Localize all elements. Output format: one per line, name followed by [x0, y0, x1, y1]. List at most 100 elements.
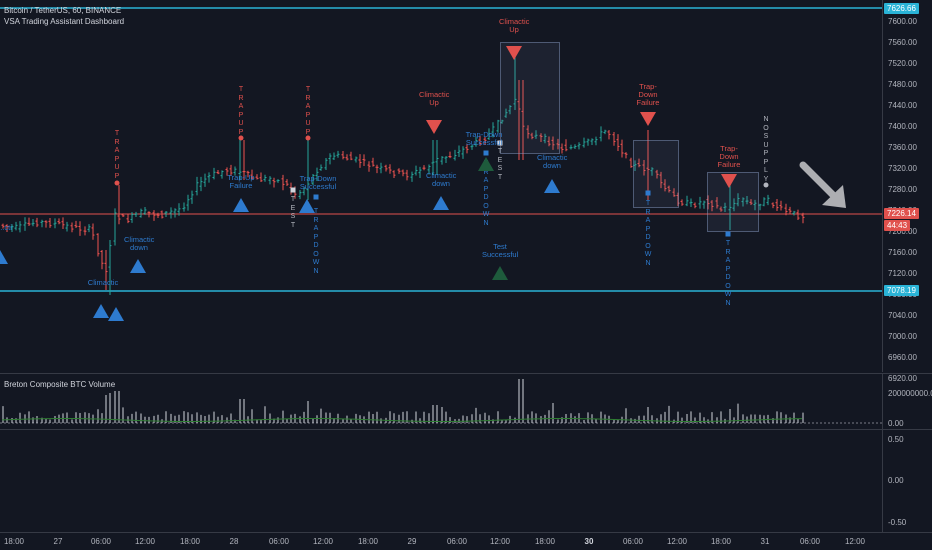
volume-legend[interactable]: Breton Composite BTC Volume: [4, 380, 116, 389]
volume-pane[interactable]: Breton Composite BTC Volume: [0, 374, 882, 429]
time-tick: 12:00: [844, 537, 866, 546]
countdown-tag: 44:43: [884, 220, 911, 231]
trap-down-failure-label: Trap-Down Failure: [636, 82, 660, 107]
time-tick: 18:00: [710, 537, 732, 546]
trap-down-successful-marker: [299, 199, 315, 213]
test-label: TEST: [290, 196, 296, 229]
trap-down-successful-label: Trap-Down Successful: [465, 130, 503, 147]
trap-up-label: TRAPUP: [238, 86, 244, 136]
time-tick: 12:00: [134, 537, 156, 546]
time-tick: 12:00: [312, 537, 334, 546]
climactic-down-marker: [544, 179, 560, 193]
osc-tick: 0.50: [888, 435, 904, 444]
time-tick: 18:00: [357, 537, 379, 546]
signal-box: [633, 140, 679, 208]
price-tick: 7520.00: [888, 59, 917, 68]
price-tick: 7120.00: [888, 269, 917, 278]
price-tick: 6920.00: [888, 374, 917, 383]
climactic-down-label: Climactic down: [426, 171, 457, 188]
climactic-down-label: Climactic down: [537, 153, 568, 170]
time-tick: 18:00: [179, 537, 201, 546]
time-tick: 30: [584, 537, 594, 546]
price-tick: 7280.00: [888, 185, 917, 194]
time-tick: 06:00: [799, 537, 821, 546]
volume-axis[interactable]: 200000000.00 0.00: [882, 374, 932, 429]
test-marker: [497, 140, 503, 146]
volume-histogram: [0, 379, 882, 424]
price-tick: 7360.00: [888, 143, 917, 152]
high-level-tag: 7626.66: [884, 3, 919, 14]
oscillator-pane[interactable]: [0, 430, 882, 532]
trap-down-failure-label: Trap-Down Failure: [717, 144, 741, 169]
no-supply-label: NOSUPPLY: [763, 116, 769, 183]
price-tick: 7200.00: [888, 227, 917, 236]
test-successful-label: Test Successful: [482, 242, 519, 259]
oscillator-axis[interactable]: 0.50 0.00 -0.50: [882, 430, 932, 532]
time-tick: 18:00: [3, 537, 25, 546]
trap-up-label: TRAPUP: [114, 130, 120, 180]
time-tick: 06:00: [268, 537, 290, 546]
test-marker: [290, 187, 296, 193]
trap-up-failure-label: Trap-Up Failure: [227, 173, 255, 190]
trap-down-marker: [313, 194, 319, 200]
trap-down-failure-marker: [721, 174, 737, 188]
time-tick: 06:00: [90, 537, 112, 546]
time-tick: 27: [53, 537, 63, 546]
current-price-tag: 7226.14: [884, 208, 919, 219]
price-tick: 7600.00: [888, 17, 917, 26]
price-tick: 6960.00: [888, 353, 917, 362]
trap-down-marker: [483, 150, 489, 156]
price-tick: 7320.00: [888, 164, 917, 173]
time-tick: 06:00: [622, 537, 644, 546]
price-chart-pane[interactable]: Bitcoin / TetherUS, 60, BINANCE VSA Trad…: [0, 0, 882, 372]
price-tick: 7160.00: [888, 248, 917, 257]
osc-tick: -0.50: [888, 518, 907, 527]
trap-down-label: TRAPDOWN: [312, 208, 320, 275]
volume-tick: 0.00: [888, 419, 904, 428]
climactic-up-marker: [426, 120, 442, 134]
climactic-up-label: Climactic Up: [499, 17, 530, 34]
trap-down-marker: [645, 190, 651, 196]
price-axis[interactable]: 7600.00 7560.00 7520.00 7480.00 7440.00 7400.…: [882, 0, 932, 383]
price-tick: 7000.00: [888, 332, 917, 341]
trap-up-marker: [238, 135, 244, 141]
climactic-down-marker: [433, 196, 449, 210]
low-level-tag: 7078.19: [884, 285, 919, 296]
climactic-up-label: Climactic Up: [419, 90, 450, 107]
climactic-down-marker: [108, 307, 124, 321]
volume-tick: 200000000.00: [888, 389, 932, 398]
direction-arrow: [799, 161, 846, 208]
time-tick: 28: [229, 537, 239, 546]
time-tick: 18:00: [534, 537, 556, 546]
price-tick: 7440.00: [888, 101, 917, 110]
climactic-down-label: Climactic down: [124, 235, 155, 252]
candlestick-series: [0, 7, 882, 295]
climactic-label: Climactic: [87, 278, 119, 287]
pane-separator[interactable]: [0, 429, 932, 430]
trap-up-failure-marker: [233, 198, 249, 212]
test-label: TEST: [497, 148, 503, 181]
time-tick: 29: [407, 537, 417, 546]
osc-tick: 0.00: [888, 476, 904, 485]
trap-up-marker: [114, 180, 120, 186]
time-axis-separator: [0, 532, 932, 533]
trap-up-marker: [305, 135, 311, 141]
indicator-legend[interactable]: VSA Trading Assistant Dashboard: [4, 17, 125, 26]
trap-down-label: TRAPDOWN: [724, 240, 732, 307]
time-tick: 12:00: [489, 537, 511, 546]
pane-separator[interactable]: [0, 373, 932, 374]
trap-down-marker: [725, 231, 731, 237]
symbol-legend[interactable]: Bitcoin / TetherUS, 60, BINANCE: [4, 6, 122, 15]
no-supply-marker: [763, 182, 769, 188]
climactic-down-marker: [130, 259, 146, 273]
time-tick: 06:00: [446, 537, 468, 546]
trap-up-label: TRAPUP: [305, 86, 311, 136]
trap-down-label: TRAPDOWN: [644, 200, 652, 267]
climactic-down-marker: [93, 304, 109, 318]
test-successful-marker: [478, 157, 494, 171]
time-tick: 12:00: [666, 537, 688, 546]
edge-label: ...cti: [0, 223, 12, 232]
time-axis[interactable]: 18:00 27 06:00 12:00 18:00 28 06:00 12:00 18:00 2…: [0, 532, 882, 550]
trap-down-failure-marker: [640, 112, 656, 126]
edge-marker: [0, 250, 8, 264]
